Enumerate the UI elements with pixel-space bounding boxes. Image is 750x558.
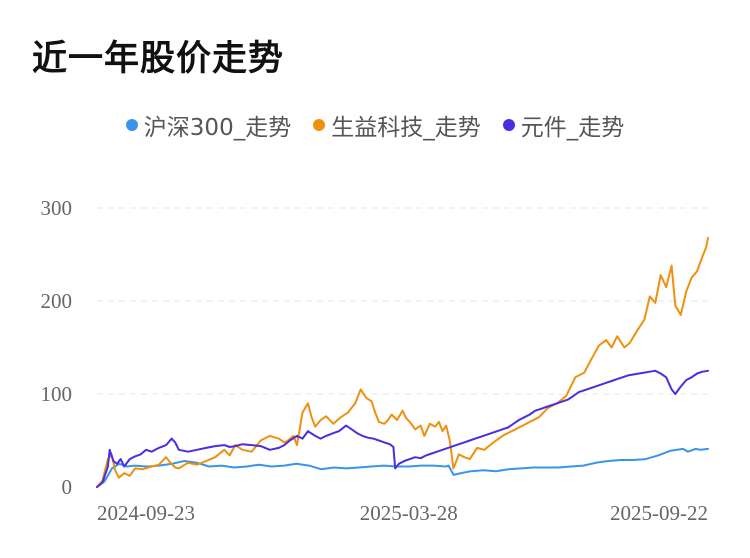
legend-label: 沪深300_走势	[143, 115, 292, 141]
y-tick-label: 200	[41, 289, 73, 313]
y-tick-label: 100	[41, 382, 73, 406]
legend-label: 生益科技_走势	[331, 115, 481, 141]
y-tick-label: 0	[62, 475, 73, 499]
x-tick-label: 2025-09-22	[610, 501, 708, 525]
legend-item-component[interactable]: 元件_走势	[502, 108, 625, 142]
legend-dot-icon	[313, 119, 326, 131]
series-line-1	[96, 447, 709, 488]
x-tick-label: 2024-09-23	[97, 501, 195, 525]
legend-dot-icon	[502, 119, 515, 131]
chart-legend: 沪深300_走势 生益科技_走势 元件_走势	[0, 108, 750, 142]
chart-title: 近一年股价走势	[32, 39, 285, 79]
series-line-2	[96, 236, 709, 488]
legend-label: 元件_走势	[520, 115, 625, 141]
y-tick-label: 300	[41, 196, 73, 220]
series-line-3	[96, 369, 709, 488]
legend-dot-icon	[125, 119, 138, 131]
x-tick-label: 2025-03-28	[360, 501, 458, 525]
legend-item-shengyi[interactable]: 生益科技_走势	[313, 108, 481, 142]
legend-item-hs300[interactable]: 沪深300_走势	[125, 108, 292, 142]
